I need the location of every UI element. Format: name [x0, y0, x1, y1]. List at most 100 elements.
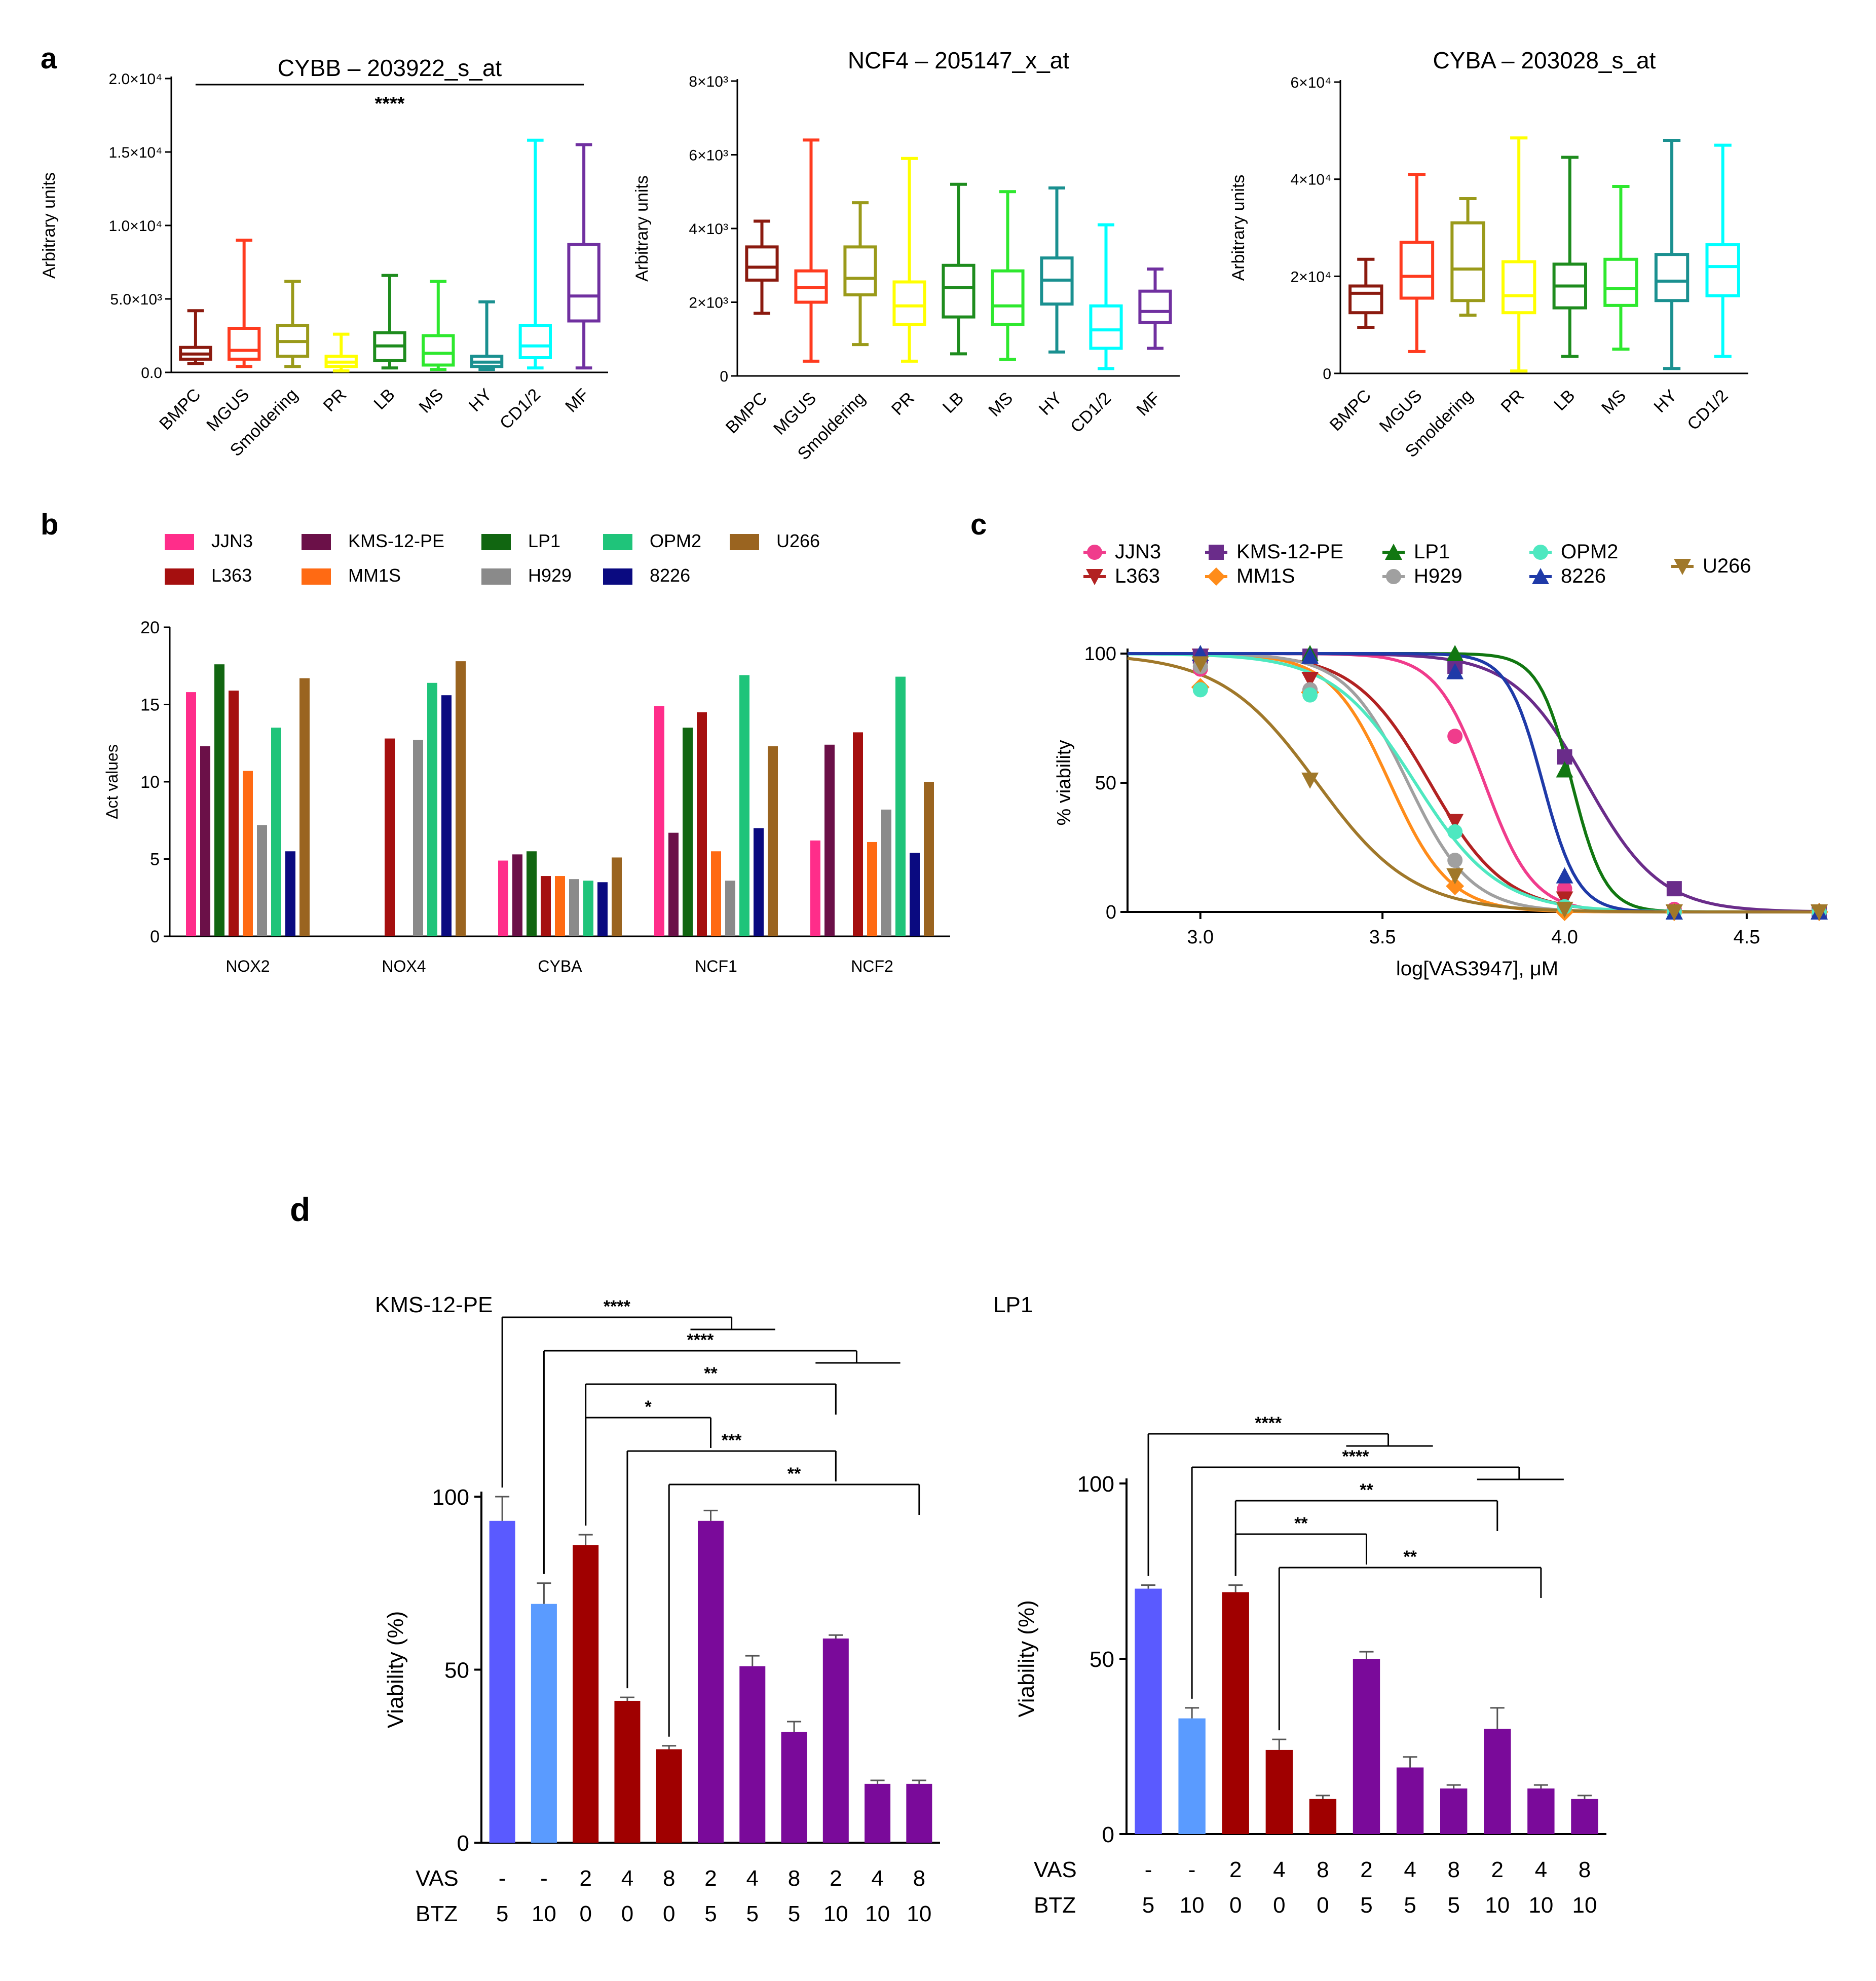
legend-marker	[1532, 568, 1549, 584]
sig-stars: **	[787, 1464, 801, 1483]
bar-L363-NCF2	[853, 732, 863, 936]
bar	[1440, 1788, 1468, 1834]
btz-value: 5	[704, 1901, 717, 1926]
y-tick-label: 100	[432, 1485, 469, 1510]
bar-8226-NOX4	[441, 695, 452, 936]
legend-marker	[1533, 545, 1548, 560]
panel-label-b: b	[41, 508, 58, 541]
data-point-OPM2	[1447, 824, 1463, 840]
box-HY	[1654, 253, 1690, 302]
y-tick-label: 6×10⁴	[1291, 74, 1331, 91]
box-CD1/2	[1705, 243, 1740, 297]
bar-H929-NOX4	[413, 740, 423, 936]
legend-swatch	[603, 568, 632, 585]
row-label-btz: BTZ	[416, 1901, 458, 1926]
box-BMPC	[1348, 284, 1383, 315]
data-point-L363	[1446, 814, 1464, 830]
data-point-U266	[1301, 772, 1319, 789]
bar-MM1S-NCF2	[867, 842, 877, 936]
bar	[1222, 1592, 1249, 1834]
bar-U266-NCF1	[768, 746, 778, 936]
legend-label: KMS-12-PE	[348, 530, 444, 551]
bar-KMS-12-PE-NCF1	[668, 832, 679, 936]
bar-OPM2-CYBA	[583, 881, 593, 936]
bar-U266-NCF2	[924, 782, 934, 936]
btz-value: 0	[663, 1901, 675, 1926]
row-label-btz: BTZ	[1034, 1893, 1076, 1918]
vas-value: 4	[871, 1866, 883, 1891]
vas-value: 8	[788, 1866, 800, 1891]
vas-value: 2	[579, 1866, 591, 1891]
box-MF	[1138, 289, 1172, 324]
legend-marker	[1209, 545, 1224, 560]
bar-OPM2-NCF2	[895, 676, 906, 936]
chart-title: LP1	[993, 1292, 1033, 1317]
box-MS	[1603, 257, 1638, 307]
bar	[865, 1783, 891, 1843]
legend-swatch	[481, 534, 511, 550]
box-Smoldering	[843, 245, 877, 296]
bar-8226-NCF1	[754, 828, 764, 936]
vas-value: 4	[1535, 1857, 1547, 1882]
row-label-vas: VAS	[416, 1866, 459, 1891]
bar-8226-NOX2	[285, 851, 295, 936]
data-point-LP1	[1556, 761, 1573, 778]
vas-value: 4	[1404, 1857, 1416, 1882]
vas-value: -	[540, 1866, 548, 1891]
box-LB	[942, 263, 975, 319]
row-label-vas: VAS	[1034, 1857, 1077, 1882]
bar-U266-NOX4	[456, 661, 466, 936]
box-CD1/2	[518, 324, 552, 360]
vas-value: 4	[746, 1866, 759, 1891]
y-tick-label: 0.0	[141, 365, 162, 382]
y-axis-label: Arbitrary units	[40, 172, 59, 279]
bar-H929-NCF2	[881, 809, 891, 936]
legend-label: L363	[1115, 565, 1160, 587]
vas-value: 8	[1447, 1857, 1459, 1882]
legend-label: H929	[528, 565, 572, 586]
bar	[1396, 1767, 1424, 1834]
bar-OPM2-NOX2	[271, 728, 281, 936]
bar	[1571, 1799, 1598, 1834]
bar-KMS-12-PE-NOX2	[200, 746, 210, 936]
bar	[573, 1545, 599, 1843]
y-tick-label: 0	[1102, 1822, 1114, 1847]
chart-title: CYBB – 203922_s_at	[278, 55, 502, 81]
legend-swatch	[481, 568, 511, 585]
bar-OPM2-NCF1	[739, 675, 749, 936]
btz-value: 10	[1528, 1893, 1553, 1918]
bar	[1135, 1588, 1162, 1834]
vas-value: -	[499, 1866, 506, 1891]
bar	[489, 1520, 515, 1843]
y-tick-label: 1.0×10⁴	[109, 218, 162, 235]
bar-H929-CYBA	[569, 879, 579, 936]
btz-value: 10	[532, 1901, 556, 1926]
data-point-OPM2	[1192, 682, 1208, 698]
chart-title: NCF4 – 205147_x_at	[848, 47, 1070, 73]
y-tick-label: 50	[1095, 773, 1116, 794]
vas-value: 4	[621, 1866, 633, 1891]
legend-marker	[1386, 569, 1401, 584]
y-axis-label: % viability	[1054, 740, 1075, 826]
y-tick-label: 50	[444, 1658, 469, 1683]
btz-value: 5	[1360, 1893, 1372, 1918]
legend-label: H929	[1414, 565, 1462, 587]
legend-label: 8226	[1561, 565, 1606, 587]
vas-value: 2	[830, 1866, 842, 1891]
dose-response-chart: % viability log[VAS3947], μM 0 50 100 3.0 3.5 4…	[1054, 541, 1828, 980]
vas-value: 2	[1491, 1857, 1504, 1882]
bar-L363-NOX4	[385, 738, 395, 936]
bar	[781, 1732, 807, 1843]
legend-label: LP1	[1414, 541, 1450, 563]
box-Smoldering	[1450, 221, 1485, 302]
y-tick-label: 6×10³	[689, 147, 728, 164]
y-tick-label: 4×10⁴	[1291, 172, 1331, 188]
y-tick-label: 2×10³	[689, 295, 728, 312]
data-point-8226	[1446, 663, 1464, 679]
y-tick-label: 4×10³	[689, 221, 728, 238]
box-MGUS	[1399, 241, 1435, 300]
legend-label: JJN3	[211, 530, 253, 551]
bar-H929-NOX2	[257, 825, 267, 936]
bar-MM1S-CYBA	[555, 876, 565, 936]
